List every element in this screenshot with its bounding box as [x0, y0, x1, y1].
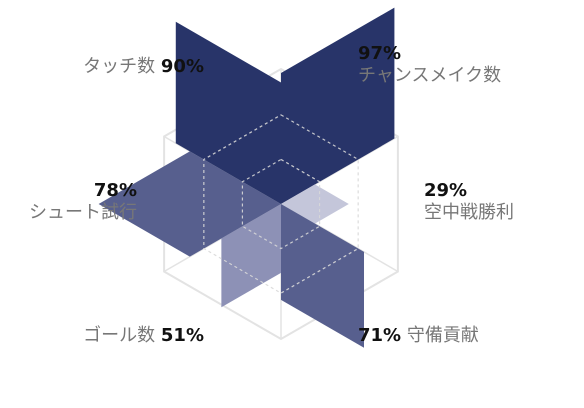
- radar-sector-5: [175, 21, 281, 204]
- axis-value: 78%: [93, 180, 137, 201]
- axis-value: 71%: [358, 325, 402, 346]
- axis-label-defensive-contribution: 71% 守備貢献: [358, 325, 479, 347]
- axis-value: 29%: [424, 180, 468, 201]
- axis-name: ゴール数: [83, 325, 156, 346]
- axis-name: 空中戦勝利: [424, 202, 514, 223]
- radar-grid-ring-0: [241, 158, 321, 250]
- radar-grid-ring-1: [203, 114, 359, 294]
- radar-sectors: [98, 7, 395, 348]
- radar-sector-1: [281, 184, 349, 224]
- axis-label-shot-attempts: 78% シュート試行: [29, 180, 137, 224]
- axis-label-chance-making: 97% チャンスメイク数: [358, 43, 501, 87]
- axis-value: 90%: [160, 56, 204, 77]
- axis-name: 守備貢献: [406, 325, 479, 346]
- radar-sector-2: [281, 204, 365, 348]
- axis-name: シュート試行: [29, 202, 137, 223]
- radar-sector-0: [281, 7, 395, 204]
- radar-inner-grid: [203, 114, 359, 294]
- axis-name: チャンスメイク数: [358, 65, 502, 86]
- axis-value: 51%: [160, 325, 204, 346]
- axis-label-aerial-duels: 29% 空中戦勝利: [424, 180, 514, 224]
- axis-value: 97%: [358, 43, 402, 64]
- axis-label-goals: ゴール数 51%: [83, 325, 204, 347]
- axis-label-touches: タッチ数 90%: [83, 56, 204, 78]
- axis-name: タッチ数: [83, 56, 156, 77]
